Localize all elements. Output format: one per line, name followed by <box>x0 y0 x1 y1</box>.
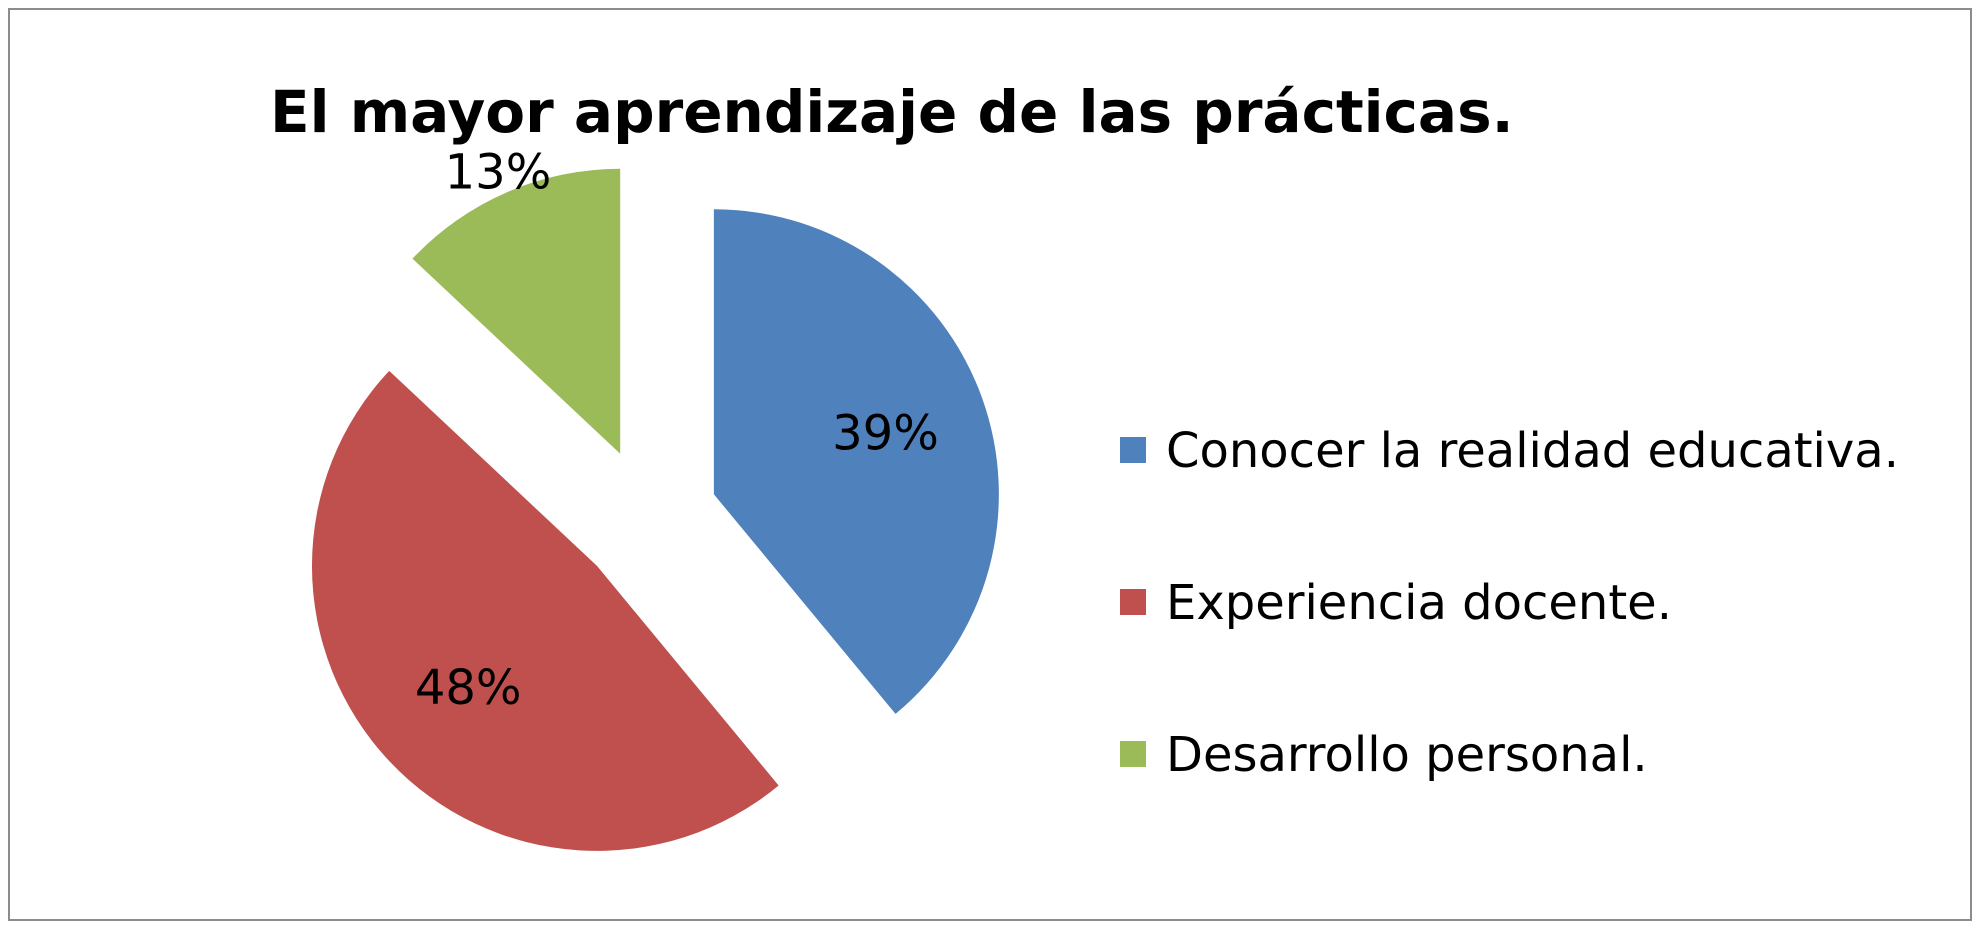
pie-slice-experiencia <box>311 370 779 851</box>
chart-legend: Conocer la realidad educativa. Experienci… <box>1120 423 1899 783</box>
legend-swatch <box>1120 437 1146 463</box>
legend-label: Desarrollo personal. <box>1166 727 1648 783</box>
pie-data-label: 13% <box>445 144 552 200</box>
pie-slice-conocer <box>713 209 999 714</box>
chart-title: El mayor aprendizaje de las prácticas. <box>270 78 1514 146</box>
pie-data-labels: 39% 48% 13% <box>415 144 939 716</box>
legend-swatch <box>1120 741 1146 767</box>
legend-swatch <box>1120 589 1146 615</box>
pie-slice-desarrollo <box>412 168 621 454</box>
pie-data-label: 48% <box>415 660 522 716</box>
pie-slices <box>311 168 999 851</box>
pie-data-label: 39% <box>832 406 939 462</box>
legend-label: Experiencia docente. <box>1166 575 1672 631</box>
legend-label: Conocer la realidad educativa. <box>1166 423 1899 479</box>
